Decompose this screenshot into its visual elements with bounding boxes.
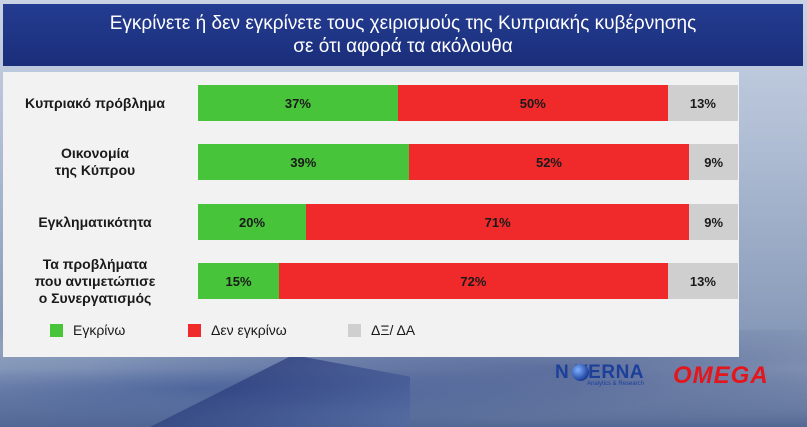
legend-item: Δεν εγκρίνω <box>188 322 287 338</box>
legend-item: Εγκρίνω <box>50 322 125 338</box>
data-label: 39% <box>290 154 317 170</box>
bar-segment: 39% <box>198 144 409 180</box>
category-label-line: Κυπριακό πρόβλημα <box>25 94 165 111</box>
data-label: 15% <box>225 273 252 289</box>
data-label: 20% <box>238 214 266 230</box>
legend-label: ΔΞ/ ΔΑ <box>371 322 416 338</box>
category-label-line: της Κύπρου <box>54 162 136 178</box>
bar-segment: 20% <box>198 204 306 240</box>
category-label: Εγκληματικότητα <box>11 214 179 231</box>
data-label: 71% <box>484 214 511 230</box>
noverna-tagline: Analytics & Research <box>586 381 645 387</box>
omega-logo: OMEGA <box>673 362 769 389</box>
bar-segment: 52% <box>408 144 690 180</box>
data-label: 72% <box>460 273 487 289</box>
bar-segment: 72% <box>279 263 668 299</box>
chart-panel: Κυπριακό πρόβλημα 37% 50% 13% Οικονομία της Κ… <box>3 72 739 357</box>
noverna-logo: N VERNA Analytics & Research <box>555 362 645 387</box>
legend-swatch <box>50 323 63 337</box>
bar-segment: 71% <box>306 204 690 240</box>
data-label: 52% <box>535 154 562 170</box>
legend-label: Δεν εγκρίνω <box>211 322 287 338</box>
category-label: Κυπριακό πρόβλημα <box>11 95 179 112</box>
category-label-line: ο Συνεργατισμός <box>38 289 152 306</box>
category-label-line: Εγκληματικότητα <box>38 213 152 230</box>
bar-segment: 15% <box>198 263 279 299</box>
legend-swatch <box>348 323 361 337</box>
data-label: 9% <box>704 214 724 230</box>
bar-segment: 37% <box>198 85 398 121</box>
data-label: 50% <box>519 95 546 111</box>
title-line-1: Εγκρίνετε ή δεν εγκρίνετε τους χειρισμού… <box>109 13 697 34</box>
bar-segment: 13% <box>667 263 738 299</box>
legend-item: ΔΞ/ ΔΑ <box>348 322 415 338</box>
category-label-line: που αντιμετώπισε <box>34 272 156 289</box>
category-label: Οικονομία της Κύπρου <box>11 145 179 179</box>
data-label: 37% <box>284 95 311 111</box>
category-label: Τα προβλήματα που αντιμετώπισε ο Συνεργατι… <box>11 256 179 307</box>
bar-segment: 13% <box>667 85 738 121</box>
legend-swatch <box>188 323 201 337</box>
bar-segment: 50% <box>397 85 668 121</box>
data-label: 13% <box>689 95 716 111</box>
bar-segment: 9% <box>689 204 738 240</box>
legend-label: Εγκρίνω <box>73 322 126 338</box>
noverna-logo-text: N VERNA <box>555 362 645 383</box>
data-label: 13% <box>689 273 716 289</box>
title-line-2: σε ότι αφορά τα ακόλουθα <box>293 36 513 57</box>
data-label: 9% <box>704 154 724 170</box>
bar-segment: 9% <box>689 144 738 180</box>
category-label-line: Τα προβλήματα <box>42 255 148 272</box>
chart-title: Εγκρίνετε ή δεν εγκρίνετε τους χειρισμού… <box>3 4 803 66</box>
category-label-line: Οικονομία <box>60 145 130 161</box>
globe-icon <box>572 364 589 381</box>
